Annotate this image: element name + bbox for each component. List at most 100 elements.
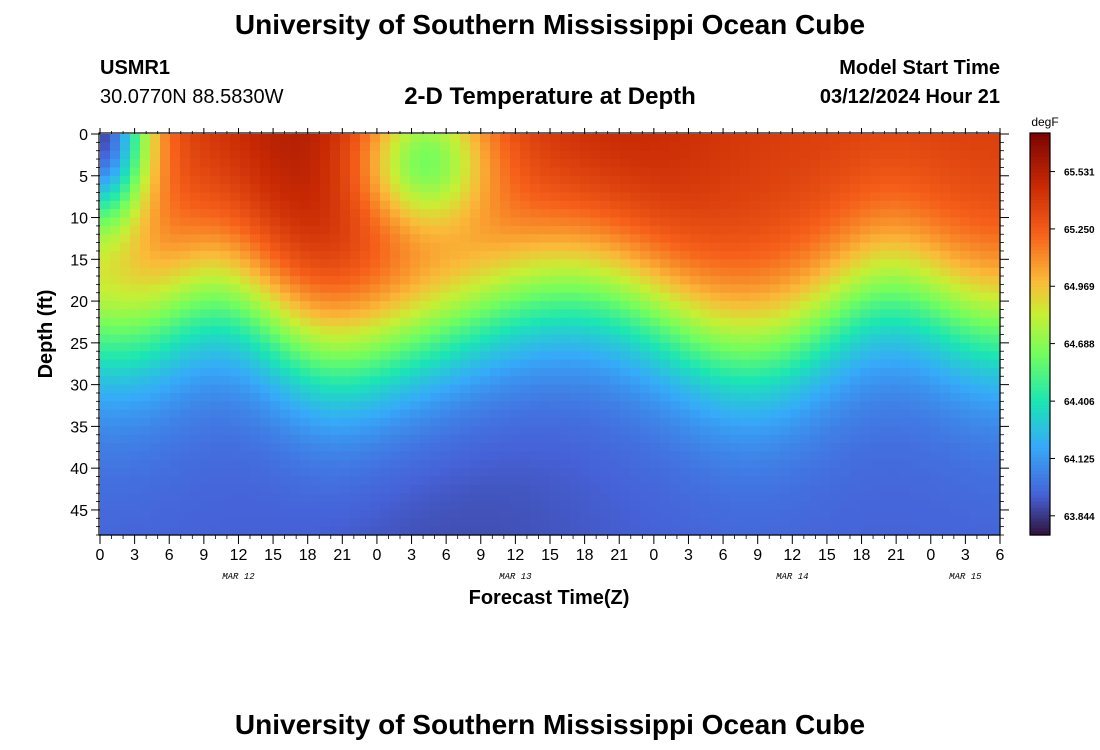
- heatmap-cell: [300, 326, 311, 336]
- colorbar-segment: [1030, 447, 1050, 452]
- heatmap-cell: [550, 301, 561, 311]
- heatmap-cell: [610, 501, 621, 511]
- heatmap-cell: [270, 217, 281, 227]
- heatmap-cell: [450, 443, 461, 453]
- heatmap-cell: [380, 309, 391, 319]
- heatmap-cell: [260, 484, 271, 494]
- heatmap-cell: [240, 409, 251, 419]
- heatmap-cell: [380, 267, 391, 277]
- heatmap-cell: [330, 242, 341, 252]
- heatmap-cell: [260, 250, 271, 260]
- heatmap-cell: [630, 292, 641, 302]
- heatmap-cell: [240, 451, 251, 461]
- heatmap-cell: [330, 192, 341, 202]
- heatmap-cell: [250, 150, 261, 160]
- model-start-label: Model Start Time: [839, 57, 1000, 79]
- heatmap-cell: [900, 334, 911, 344]
- heatmap-cell: [250, 309, 261, 319]
- heatmap-cell: [310, 142, 321, 152]
- heatmap-cell: [650, 418, 661, 427]
- heatmap-cell: [720, 426, 731, 436]
- heatmap-cell: [270, 334, 281, 344]
- heatmap-cell: [210, 359, 221, 369]
- heatmap-cell: [620, 518, 631, 528]
- heatmap-cell: [260, 376, 271, 386]
- heatmap-cell: [490, 351, 501, 361]
- heatmap-cell: [300, 334, 311, 344]
- heatmap-cell: [140, 250, 151, 260]
- heatmap-cell: [850, 242, 861, 252]
- heatmap-cell: [330, 150, 341, 160]
- heatmap-cell: [680, 175, 691, 185]
- heatmap-cell: [420, 225, 431, 235]
- heatmap-cell: [390, 367, 401, 377]
- heatmap-cell: [150, 401, 161, 411]
- colorbar-segment: [1030, 434, 1050, 439]
- heatmap-cell: [840, 501, 851, 511]
- heatmap-cell: [360, 167, 371, 177]
- heatmap-cell: [120, 518, 131, 528]
- heatmap-cell: [130, 342, 141, 352]
- heatmap-cell: [270, 359, 281, 369]
- heatmap-cell: [320, 426, 331, 436]
- heatmap-cell: [270, 159, 281, 169]
- heatmap-cell: [930, 359, 941, 369]
- heatmap-cell: [320, 401, 331, 411]
- heatmap-cell: [300, 184, 311, 194]
- heatmap-cell: [650, 484, 661, 494]
- heatmap-cell: [170, 267, 181, 277]
- heatmap-cell: [370, 476, 381, 486]
- heatmap-cell: [700, 301, 711, 311]
- heatmap-cell: [430, 476, 441, 486]
- heatmap-cell: [580, 217, 591, 227]
- heatmap-cell: [650, 200, 661, 210]
- heatmap-cell: [320, 468, 331, 478]
- heatmap-cell: [760, 351, 771, 361]
- heatmap-cell: [730, 234, 741, 244]
- heatmap-cell: [270, 451, 281, 461]
- heatmap-cell: [640, 334, 651, 344]
- heatmap-cell: [110, 334, 121, 344]
- heatmap-cell: [750, 250, 761, 260]
- heatmap-cell: [150, 334, 161, 344]
- heatmap-cell: [680, 167, 691, 177]
- heatmap-cell: [470, 159, 481, 169]
- heatmap-cell: [110, 209, 121, 219]
- heatmap-cell: [380, 418, 391, 427]
- heatmap-cell: [100, 484, 111, 494]
- heatmap-cell: [130, 309, 141, 319]
- heatmap-cell: [930, 526, 941, 536]
- heatmap-cell: [200, 292, 211, 302]
- heatmap-cell: [220, 242, 231, 252]
- heatmap-cell: [590, 259, 601, 269]
- heatmap-cell: [810, 217, 821, 227]
- colorbar-segment: [1030, 313, 1050, 318]
- heatmap-cell: [390, 309, 401, 319]
- heatmap-cell: [130, 184, 141, 194]
- heatmap-cell: [920, 317, 931, 327]
- heatmap-cell: [680, 426, 691, 436]
- heatmap-cell: [720, 376, 731, 386]
- heatmap-cell: [250, 217, 261, 227]
- heatmap-cell: [160, 267, 171, 277]
- heatmap-cell: [250, 451, 261, 461]
- heatmap-cell: [510, 409, 521, 419]
- heatmap-cell: [830, 509, 841, 519]
- heatmap-cell: [990, 317, 1001, 327]
- heatmap-cell: [270, 376, 281, 386]
- heatmap-cell: [800, 167, 811, 177]
- heatmap-cell: [680, 309, 691, 319]
- heatmap-cell: [580, 359, 591, 369]
- heatmap-cell: [730, 493, 741, 503]
- heatmap-cell: [800, 342, 811, 352]
- heatmap-cell: [690, 367, 701, 377]
- heatmap-cell: [220, 493, 231, 503]
- heatmap-cell: [950, 317, 961, 327]
- heatmap-cell: [180, 367, 191, 377]
- heatmap-cell: [310, 242, 321, 252]
- heatmap-cell: [220, 142, 231, 152]
- heatmap-cell: [240, 301, 251, 311]
- heatmap-cell: [140, 184, 151, 194]
- heatmap-cell: [430, 392, 441, 402]
- heatmap-cell: [100, 150, 111, 160]
